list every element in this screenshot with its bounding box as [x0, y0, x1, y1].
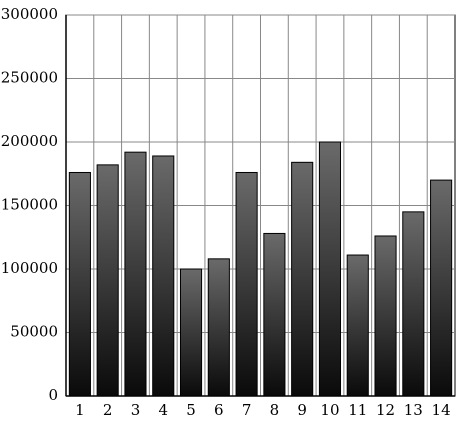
bar [124, 151, 147, 397]
bar [318, 141, 342, 397]
x-tick-label: 2 [103, 401, 113, 419]
x-tick-label: 5 [186, 401, 196, 419]
x-tick-label: 12 [376, 401, 395, 419]
bar [207, 258, 230, 397]
y-tick-label: 100000 [1, 259, 58, 277]
bar [235, 171, 258, 397]
y-tick-label: 300000 [1, 5, 58, 23]
bar [291, 161, 314, 397]
bar [263, 232, 286, 397]
x-tick-label: 7 [242, 401, 252, 419]
bar [152, 155, 175, 397]
x-tick-label: 9 [297, 401, 307, 419]
x-tick-label: 10 [320, 401, 339, 419]
x-tick-label: 4 [158, 401, 168, 419]
bar [374, 235, 397, 397]
x-tick-label: 1 [75, 401, 85, 419]
bar [402, 211, 425, 397]
x-tick-label: 8 [270, 401, 280, 419]
y-tick-label: 50000 [10, 323, 58, 341]
bar [68, 171, 91, 397]
x-tick-label: 14 [432, 401, 451, 419]
y-tick-label: 150000 [1, 196, 58, 214]
bar [179, 268, 203, 397]
bar [430, 179, 453, 397]
y-tick-label: 200000 [1, 132, 58, 150]
x-tick-label: 6 [214, 401, 224, 419]
y-tick-label: 250000 [1, 69, 58, 87]
x-tick-label: 11 [348, 401, 367, 419]
bar [346, 254, 369, 397]
x-tick-label: 3 [131, 401, 141, 419]
bar [96, 164, 119, 397]
y-tick-label: 0 [48, 386, 58, 404]
x-tick-label: 13 [404, 401, 423, 419]
